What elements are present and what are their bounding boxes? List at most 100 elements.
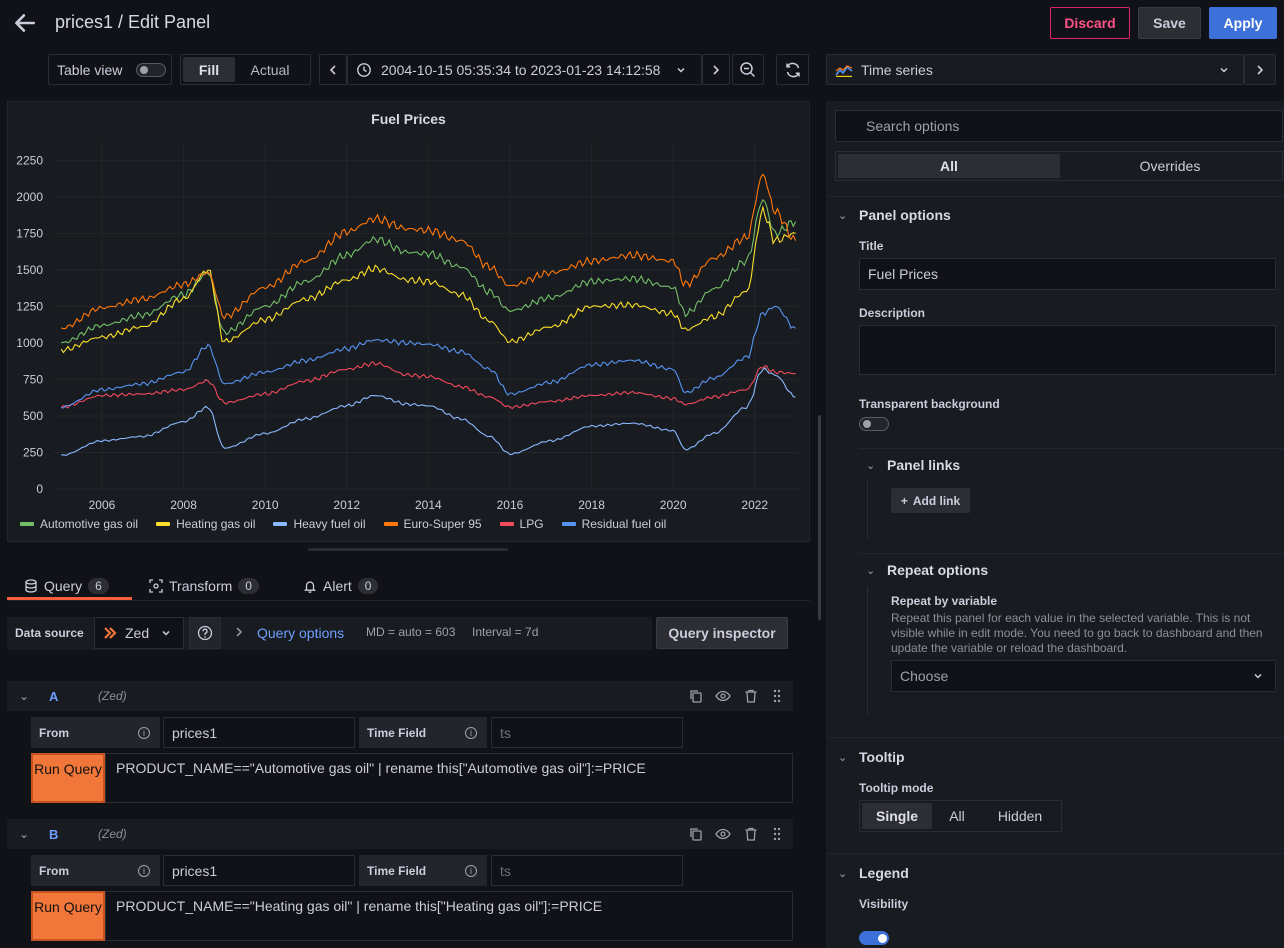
section-divider bbox=[826, 853, 1284, 854]
refresh-button[interactable] bbox=[776, 54, 809, 85]
legend-item[interactable]: Automotive gas oil bbox=[20, 517, 138, 531]
chevron-down-icon[interactable]: ⌄ bbox=[838, 752, 848, 764]
query-options-toggle[interactable]: Query options bbox=[257, 625, 345, 641]
legend-item[interactable]: Residual fuel oil bbox=[561, 517, 666, 531]
legend-item[interactable]: Heating gas oil bbox=[156, 517, 255, 531]
time-range-picker[interactable]: 2004-10-15 05:35:34 to 2023-01-23 14:12:… bbox=[347, 54, 702, 85]
query-editor[interactable]: PRODUCT_NAME=="Heating gas oil" | rename… bbox=[105, 891, 793, 941]
chevron-right-icon[interactable] bbox=[234, 624, 244, 640]
eye-icon[interactable] bbox=[715, 688, 731, 704]
chevron-down-icon bbox=[162, 630, 170, 636]
options-collapse-button[interactable] bbox=[1244, 54, 1276, 85]
repeat-variable-select[interactable]: Choose bbox=[891, 660, 1276, 692]
section-indent-line bbox=[867, 480, 868, 538]
tab-all[interactable]: All bbox=[838, 154, 1060, 178]
query-editor[interactable]: PRODUCT_NAME=="Automotive gas oil" | ren… bbox=[105, 753, 793, 803]
legend-item[interactable]: Euro-Super 95 bbox=[383, 517, 482, 531]
legend-visibility-switch[interactable] bbox=[859, 931, 889, 945]
time-field-input[interactable]: ts bbox=[491, 855, 683, 886]
time-series-icon bbox=[835, 64, 853, 77]
transparent-background-switch[interactable] bbox=[859, 417, 889, 431]
legend-swatch bbox=[20, 522, 34, 526]
legend-item[interactable]: Heavy fuel oil bbox=[273, 517, 366, 531]
chevron-down-icon bbox=[1254, 673, 1262, 679]
x-tick-label: 2006 bbox=[89, 498, 116, 512]
pane-resize-handle[interactable] bbox=[308, 548, 508, 551]
tab-transform[interactable]: Transform 0 bbox=[149, 572, 259, 600]
chevron-down-icon[interactable]: ⌄ bbox=[866, 460, 876, 472]
drag-handle-icon[interactable] bbox=[769, 826, 785, 842]
info-icon[interactable]: i bbox=[465, 865, 477, 877]
repeat-options-header[interactable]: Repeat options bbox=[887, 562, 989, 578]
series-line bbox=[60, 361, 796, 410]
tab-overrides[interactable]: Overrides bbox=[1139, 158, 1201, 174]
table-view-switch[interactable] bbox=[136, 62, 167, 77]
tab-query[interactable]: Query 6 bbox=[24, 572, 109, 600]
zoom-out-button[interactable] bbox=[732, 54, 764, 85]
tab-alert[interactable]: Alert 0 bbox=[303, 572, 379, 600]
eye-icon[interactable] bbox=[715, 826, 731, 842]
trash-icon[interactable] bbox=[743, 688, 759, 704]
discard-button[interactable]: Discard bbox=[1050, 7, 1130, 39]
fill-option[interactable]: Fill bbox=[183, 57, 235, 82]
run-query-button[interactable]: Run Query bbox=[31, 891, 105, 941]
repeat-variable-value: Choose bbox=[900, 668, 949, 684]
legend-header[interactable]: Legend bbox=[859, 865, 909, 881]
collapse-chevron-icon[interactable]: ⌄ bbox=[19, 689, 30, 703]
drag-handle-icon[interactable] bbox=[769, 688, 785, 704]
duplicate-icon[interactable] bbox=[688, 826, 704, 842]
title-input[interactable]: Fuel Prices bbox=[859, 258, 1276, 290]
search-options-input[interactable]: Search options bbox=[835, 110, 1283, 142]
tab-transform-count: 0 bbox=[238, 578, 259, 594]
datasource-picker[interactable]: Zed bbox=[94, 617, 184, 649]
datasource-help-button[interactable] bbox=[189, 617, 221, 649]
actual-option[interactable]: Actual bbox=[250, 61, 290, 78]
back-arrow-icon[interactable] bbox=[12, 10, 38, 36]
from-input[interactable]: prices1 bbox=[163, 855, 355, 886]
tooltip-mode-all[interactable]: All bbox=[949, 808, 965, 824]
chevron-right-icon bbox=[713, 64, 720, 75]
time-forward-button[interactable] bbox=[702, 54, 730, 85]
datasource-name: Zed bbox=[125, 625, 150, 641]
tooltip-header[interactable]: Tooltip bbox=[859, 749, 905, 765]
from-input[interactable]: prices1 bbox=[163, 717, 355, 748]
table-view-toggle[interactable]: Table view bbox=[48, 54, 172, 85]
panel-options-header[interactable]: Panel options bbox=[859, 207, 951, 223]
info-icon[interactable]: i bbox=[138, 727, 150, 739]
duplicate-icon[interactable] bbox=[688, 688, 704, 704]
apply-button[interactable]: Apply bbox=[1209, 7, 1277, 39]
description-textarea[interactable] bbox=[859, 325, 1276, 375]
chevron-down-icon[interactable]: ⌄ bbox=[838, 868, 848, 880]
legend-item[interactable]: LPG bbox=[499, 517, 544, 531]
tooltip-mode-group: Single All Hidden bbox=[859, 800, 1062, 832]
time-back-button[interactable] bbox=[319, 54, 347, 85]
collapse-chevron-icon[interactable]: ⌄ bbox=[19, 827, 30, 841]
run-query-button[interactable]: Run Query bbox=[31, 753, 105, 803]
database-icon bbox=[25, 579, 37, 593]
trash-icon[interactable] bbox=[743, 826, 759, 842]
legend-swatch bbox=[156, 522, 171, 526]
scrollbar[interactable] bbox=[818, 415, 821, 620]
options-tabs: All Overrides bbox=[835, 151, 1283, 181]
tooltip-mode-hidden[interactable]: Hidden bbox=[997, 808, 1043, 824]
panel-links-header[interactable]: Panel links bbox=[887, 457, 961, 473]
y-tick-label: 750 bbox=[23, 372, 43, 386]
query-row-header[interactable]: ⌄ B (Zed) bbox=[7, 819, 793, 849]
tabs-divider bbox=[7, 600, 810, 601]
query-inspector-button[interactable]: Query inspector bbox=[656, 617, 788, 649]
tooltip-mode-label: Tooltip mode bbox=[859, 781, 934, 795]
tooltip-mode-single[interactable]: Single bbox=[862, 803, 932, 829]
max-data-points-info: MD = auto = 603 bbox=[366, 625, 456, 639]
save-button[interactable]: Save bbox=[1138, 7, 1201, 39]
legend-visibility-label: Visibility bbox=[859, 897, 909, 911]
time-field-input[interactable]: ts bbox=[491, 717, 683, 748]
info-icon[interactable]: i bbox=[465, 727, 477, 739]
visualization-picker[interactable]: Time series bbox=[826, 54, 1244, 85]
info-icon[interactable]: i bbox=[138, 865, 150, 877]
time-series-chart[interactable]: 0 250 500 750 1000 1250 1500 1750 2000 2250 2006 20… bbox=[8, 102, 811, 543]
chevron-down-icon[interactable]: ⌄ bbox=[866, 565, 876, 577]
chevron-down-icon[interactable]: ⌄ bbox=[838, 210, 848, 222]
series-line bbox=[61, 305, 796, 409]
add-link-button[interactable]: + Add link bbox=[891, 488, 970, 513]
query-row-header[interactable]: ⌄ A (Zed) bbox=[7, 681, 793, 711]
